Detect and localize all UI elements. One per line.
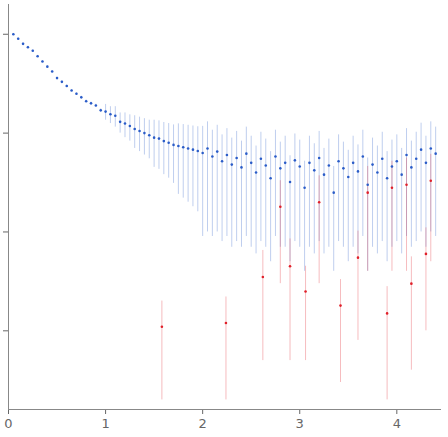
svg-text:2: 2 [199,416,207,431]
svg-text:3: 3 [296,416,304,431]
svg-text:4: 4 [393,416,401,431]
svg-text:0: 0 [4,416,12,431]
svg-text:1: 1 [101,416,109,431]
